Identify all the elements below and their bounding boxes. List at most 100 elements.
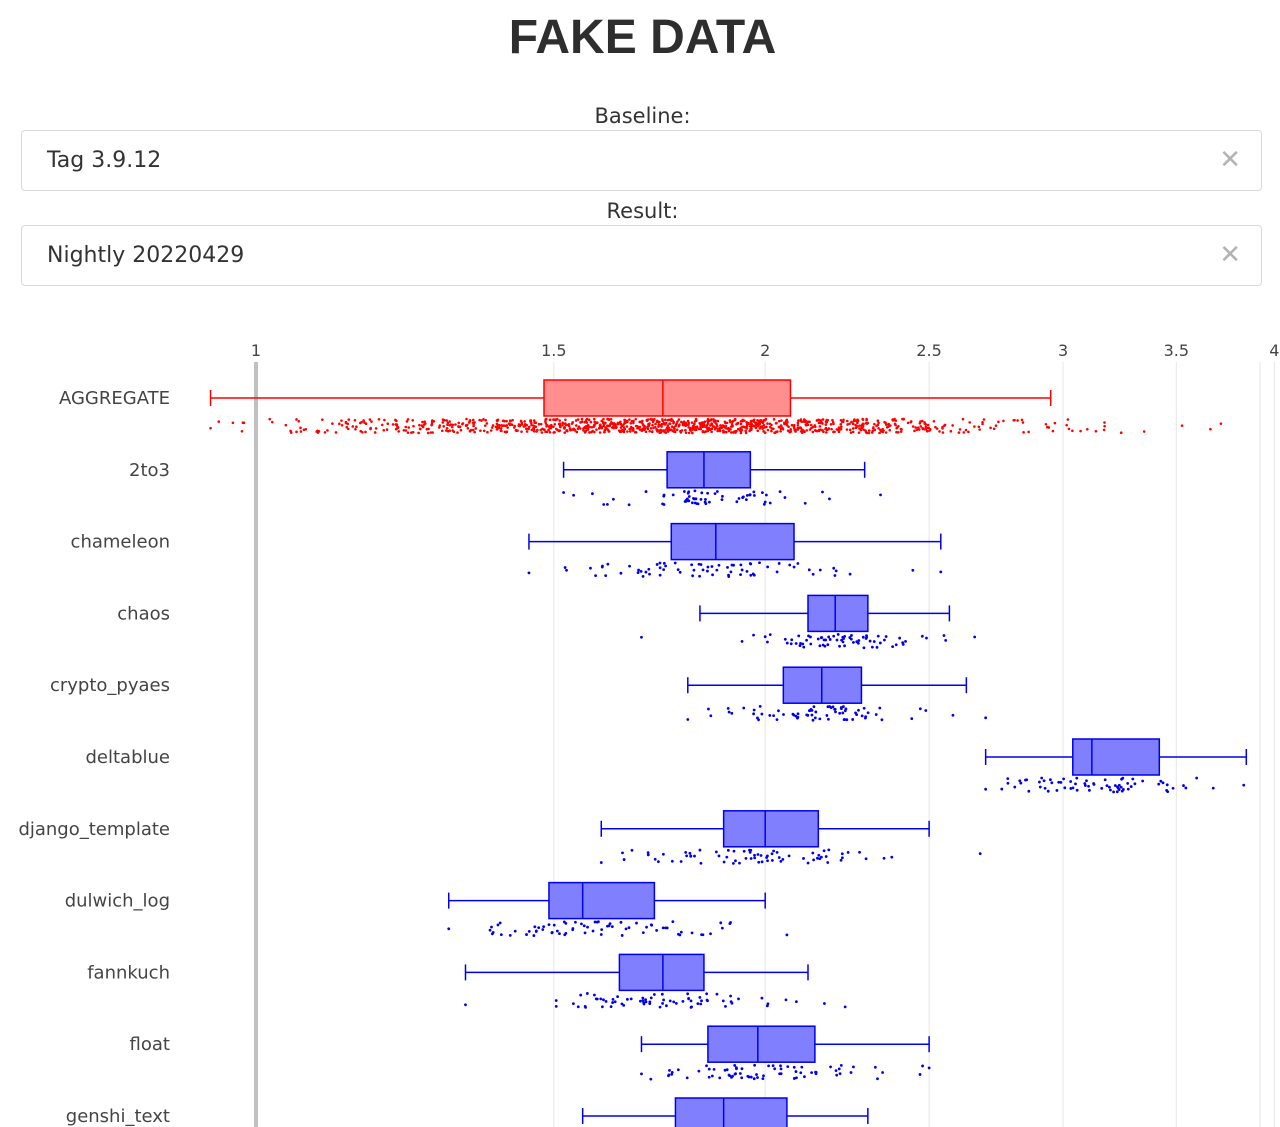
data-point xyxy=(850,420,853,424)
y-category-label: django_template xyxy=(18,819,170,840)
data-point xyxy=(883,638,886,642)
data-point xyxy=(700,999,703,1003)
data-point xyxy=(534,929,538,933)
data-point xyxy=(785,423,789,427)
data-point xyxy=(1021,421,1025,424)
data-point xyxy=(1069,780,1073,783)
data-point xyxy=(527,571,531,575)
data-point xyxy=(762,502,766,506)
data-point xyxy=(557,429,561,433)
data-point xyxy=(534,425,538,429)
data-point xyxy=(830,427,833,431)
data-point xyxy=(775,421,778,425)
data-point xyxy=(326,429,329,432)
data-point xyxy=(835,1073,839,1077)
data-point xyxy=(861,423,864,427)
data-point xyxy=(592,424,596,427)
data-point xyxy=(644,430,648,434)
data-point xyxy=(862,428,865,431)
data-point xyxy=(613,1000,617,1004)
data-point xyxy=(1182,784,1185,787)
data-point xyxy=(695,426,699,429)
data-point xyxy=(442,425,446,428)
data-point xyxy=(549,423,553,427)
data-point xyxy=(544,430,547,434)
data-point xyxy=(572,493,576,497)
data-point xyxy=(525,933,528,936)
data-point xyxy=(839,428,843,431)
data-point xyxy=(775,718,779,722)
data-point xyxy=(512,426,516,429)
data-point xyxy=(585,992,589,995)
data-point xyxy=(331,422,334,425)
data-point xyxy=(1129,785,1133,788)
data-point xyxy=(725,855,729,859)
data-point xyxy=(783,422,786,426)
data-point xyxy=(639,570,643,573)
data-point xyxy=(571,928,575,932)
points-group xyxy=(599,848,982,865)
result-select[interactable]: Nightly 20220429 ✕ xyxy=(21,225,1262,286)
data-point xyxy=(690,563,694,567)
data-point xyxy=(924,425,928,429)
data-point xyxy=(877,427,880,430)
data-point xyxy=(878,431,881,435)
data-point xyxy=(665,1004,668,1008)
data-point xyxy=(1038,780,1041,784)
baseline-select[interactable]: Tag 3.9.12 ✕ xyxy=(21,130,1262,191)
data-point xyxy=(821,490,824,494)
data-point xyxy=(658,566,662,570)
data-point xyxy=(549,426,553,430)
data-point xyxy=(838,711,842,715)
data-point xyxy=(704,430,708,433)
data-point xyxy=(704,502,708,506)
data-point xyxy=(217,420,221,423)
data-point xyxy=(699,497,703,501)
data-point xyxy=(728,922,732,925)
close-icon[interactable]: ✕ xyxy=(1219,240,1241,270)
data-point xyxy=(934,425,937,429)
data-point xyxy=(508,934,512,937)
x-tick-label: 2 xyxy=(760,341,770,360)
data-point xyxy=(448,429,452,432)
data-point xyxy=(508,419,512,423)
data-point xyxy=(698,421,701,425)
data-point xyxy=(661,852,665,856)
data-point xyxy=(843,709,847,713)
data-point xyxy=(655,427,658,431)
data-point xyxy=(809,423,813,427)
data-point xyxy=(866,711,870,715)
data-point xyxy=(499,429,503,433)
data-point xyxy=(386,422,390,425)
data-point xyxy=(1050,781,1054,785)
data-point xyxy=(555,417,559,421)
data-point xyxy=(672,1000,676,1004)
data-point xyxy=(803,1075,806,1079)
data-point xyxy=(861,635,865,639)
x-tick-label: 2.5 xyxy=(916,341,941,360)
data-point xyxy=(663,430,666,434)
close-icon[interactable]: ✕ xyxy=(1219,145,1241,175)
data-point xyxy=(911,425,915,428)
data-point xyxy=(855,713,859,717)
data-point xyxy=(759,854,763,857)
data-point xyxy=(831,418,834,422)
data-point xyxy=(997,420,1000,424)
data-point xyxy=(499,933,503,937)
data-point xyxy=(648,572,651,576)
data-point xyxy=(606,562,610,566)
data-point xyxy=(649,996,653,1000)
data-point xyxy=(925,429,929,433)
data-point xyxy=(835,428,839,431)
data-point xyxy=(774,430,778,434)
points-group xyxy=(562,489,882,507)
data-point xyxy=(1133,782,1137,786)
data-point xyxy=(927,1066,931,1070)
x-tick-label: 4 xyxy=(1269,341,1279,360)
data-point xyxy=(1117,783,1121,787)
data-point xyxy=(782,713,785,716)
data-point xyxy=(675,428,679,431)
data-point xyxy=(728,1074,732,1078)
data-point xyxy=(748,493,752,497)
data-point xyxy=(604,426,607,430)
